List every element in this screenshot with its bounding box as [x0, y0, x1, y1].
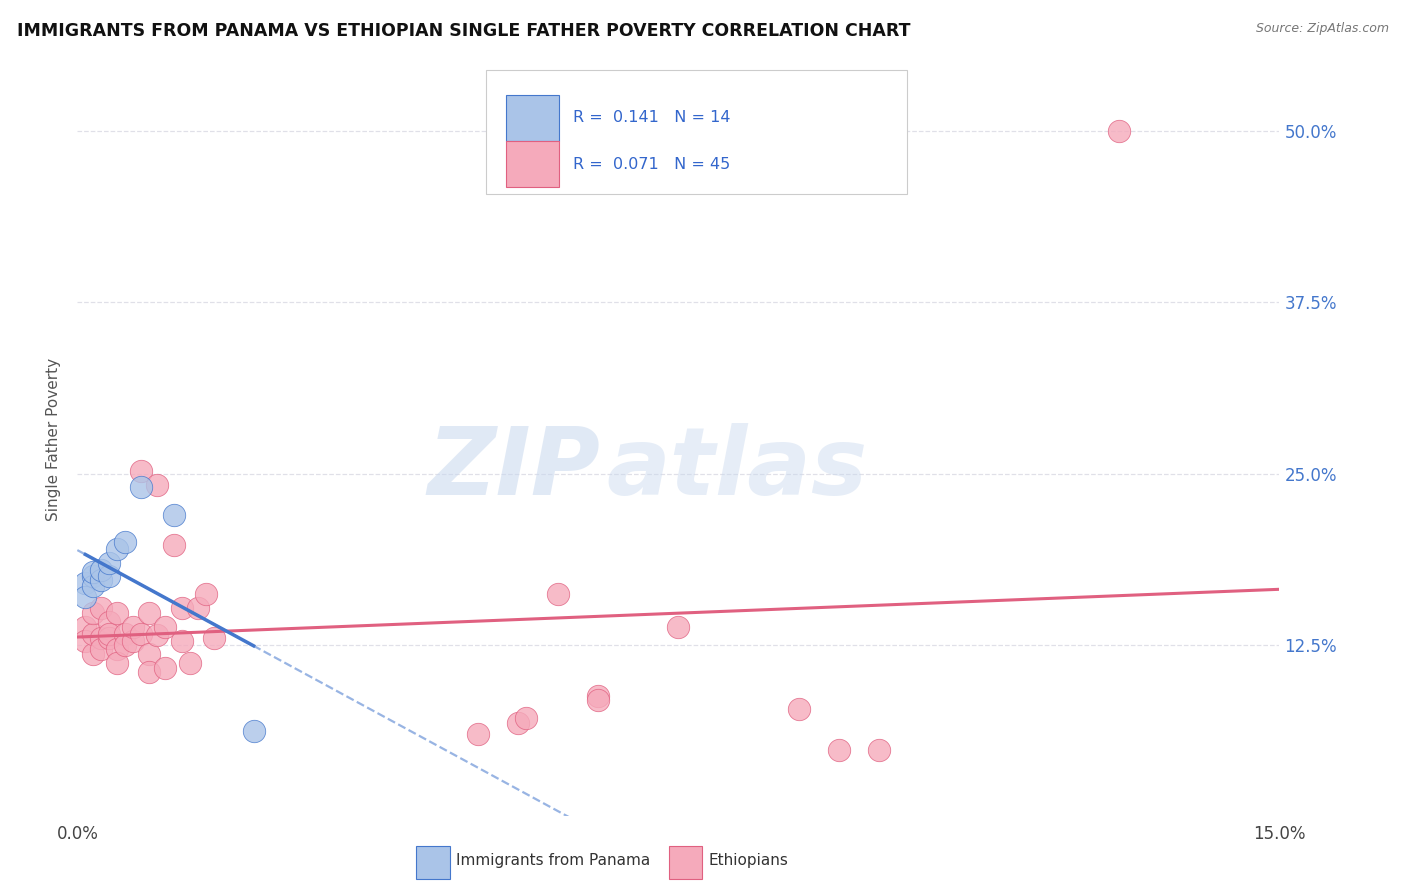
- Point: [107, 656, 129, 670]
- Point: [98, 556, 121, 570]
- Point: [98, 627, 121, 641]
- Point: [170, 633, 193, 648]
- Point: [787, 702, 810, 716]
- Point: [131, 480, 153, 494]
- Point: [114, 627, 136, 641]
- Point: [107, 642, 129, 657]
- Point: [107, 541, 129, 556]
- Point: [138, 607, 160, 621]
- Point: [146, 477, 169, 491]
- Point: [170, 600, 193, 615]
- Point: [467, 727, 489, 741]
- Point: [114, 535, 136, 549]
- Point: [82, 627, 104, 641]
- Point: [122, 633, 145, 648]
- Point: [82, 569, 104, 583]
- Point: [155, 620, 177, 634]
- Point: [98, 569, 121, 583]
- Point: [138, 648, 160, 662]
- Point: [138, 665, 160, 680]
- Point: [131, 627, 153, 641]
- FancyBboxPatch shape: [506, 95, 560, 141]
- Y-axis label: Single Father Poverty: Single Father Poverty: [46, 358, 62, 521]
- Point: [90, 631, 112, 645]
- Text: Source: ZipAtlas.com: Source: ZipAtlas.com: [1256, 22, 1389, 36]
- Point: [868, 743, 890, 757]
- Point: [114, 638, 136, 652]
- Point: [588, 689, 610, 703]
- Point: [547, 587, 569, 601]
- Point: [155, 661, 177, 675]
- Point: [179, 656, 201, 670]
- FancyBboxPatch shape: [486, 70, 907, 194]
- Point: [98, 615, 121, 629]
- Point: [82, 607, 104, 621]
- Point: [75, 576, 97, 591]
- Point: [75, 633, 97, 648]
- FancyBboxPatch shape: [506, 141, 560, 187]
- Point: [82, 566, 104, 580]
- Text: atlas: atlas: [606, 424, 868, 516]
- Point: [588, 692, 610, 706]
- Point: [98, 631, 121, 645]
- Text: R =  0.071   N = 45: R = 0.071 N = 45: [572, 157, 730, 172]
- Point: [194, 587, 217, 601]
- Point: [508, 716, 530, 731]
- Text: R =  0.141   N = 14: R = 0.141 N = 14: [572, 110, 730, 125]
- Point: [75, 620, 97, 634]
- Point: [1108, 124, 1130, 138]
- Point: [146, 628, 169, 642]
- Point: [131, 464, 153, 478]
- Point: [162, 508, 184, 522]
- Point: [75, 590, 97, 604]
- FancyBboxPatch shape: [416, 847, 450, 880]
- Point: [242, 724, 264, 739]
- Point: [122, 620, 145, 634]
- Point: [82, 579, 104, 593]
- Point: [82, 648, 104, 662]
- Text: Immigrants from Panama: Immigrants from Panama: [456, 853, 650, 868]
- Point: [90, 574, 112, 588]
- FancyBboxPatch shape: [669, 847, 703, 880]
- Point: [107, 607, 129, 621]
- Point: [828, 743, 851, 757]
- Point: [90, 642, 112, 657]
- Point: [515, 710, 537, 724]
- Point: [162, 538, 184, 552]
- Point: [187, 600, 209, 615]
- Text: Ethiopians: Ethiopians: [709, 853, 789, 868]
- Point: [202, 631, 225, 645]
- Text: IMMIGRANTS FROM PANAMA VS ETHIOPIAN SINGLE FATHER POVERTY CORRELATION CHART: IMMIGRANTS FROM PANAMA VS ETHIOPIAN SING…: [17, 22, 910, 40]
- Point: [668, 620, 690, 634]
- Point: [90, 562, 112, 576]
- Point: [90, 600, 112, 615]
- Text: ZIP: ZIP: [427, 424, 600, 516]
